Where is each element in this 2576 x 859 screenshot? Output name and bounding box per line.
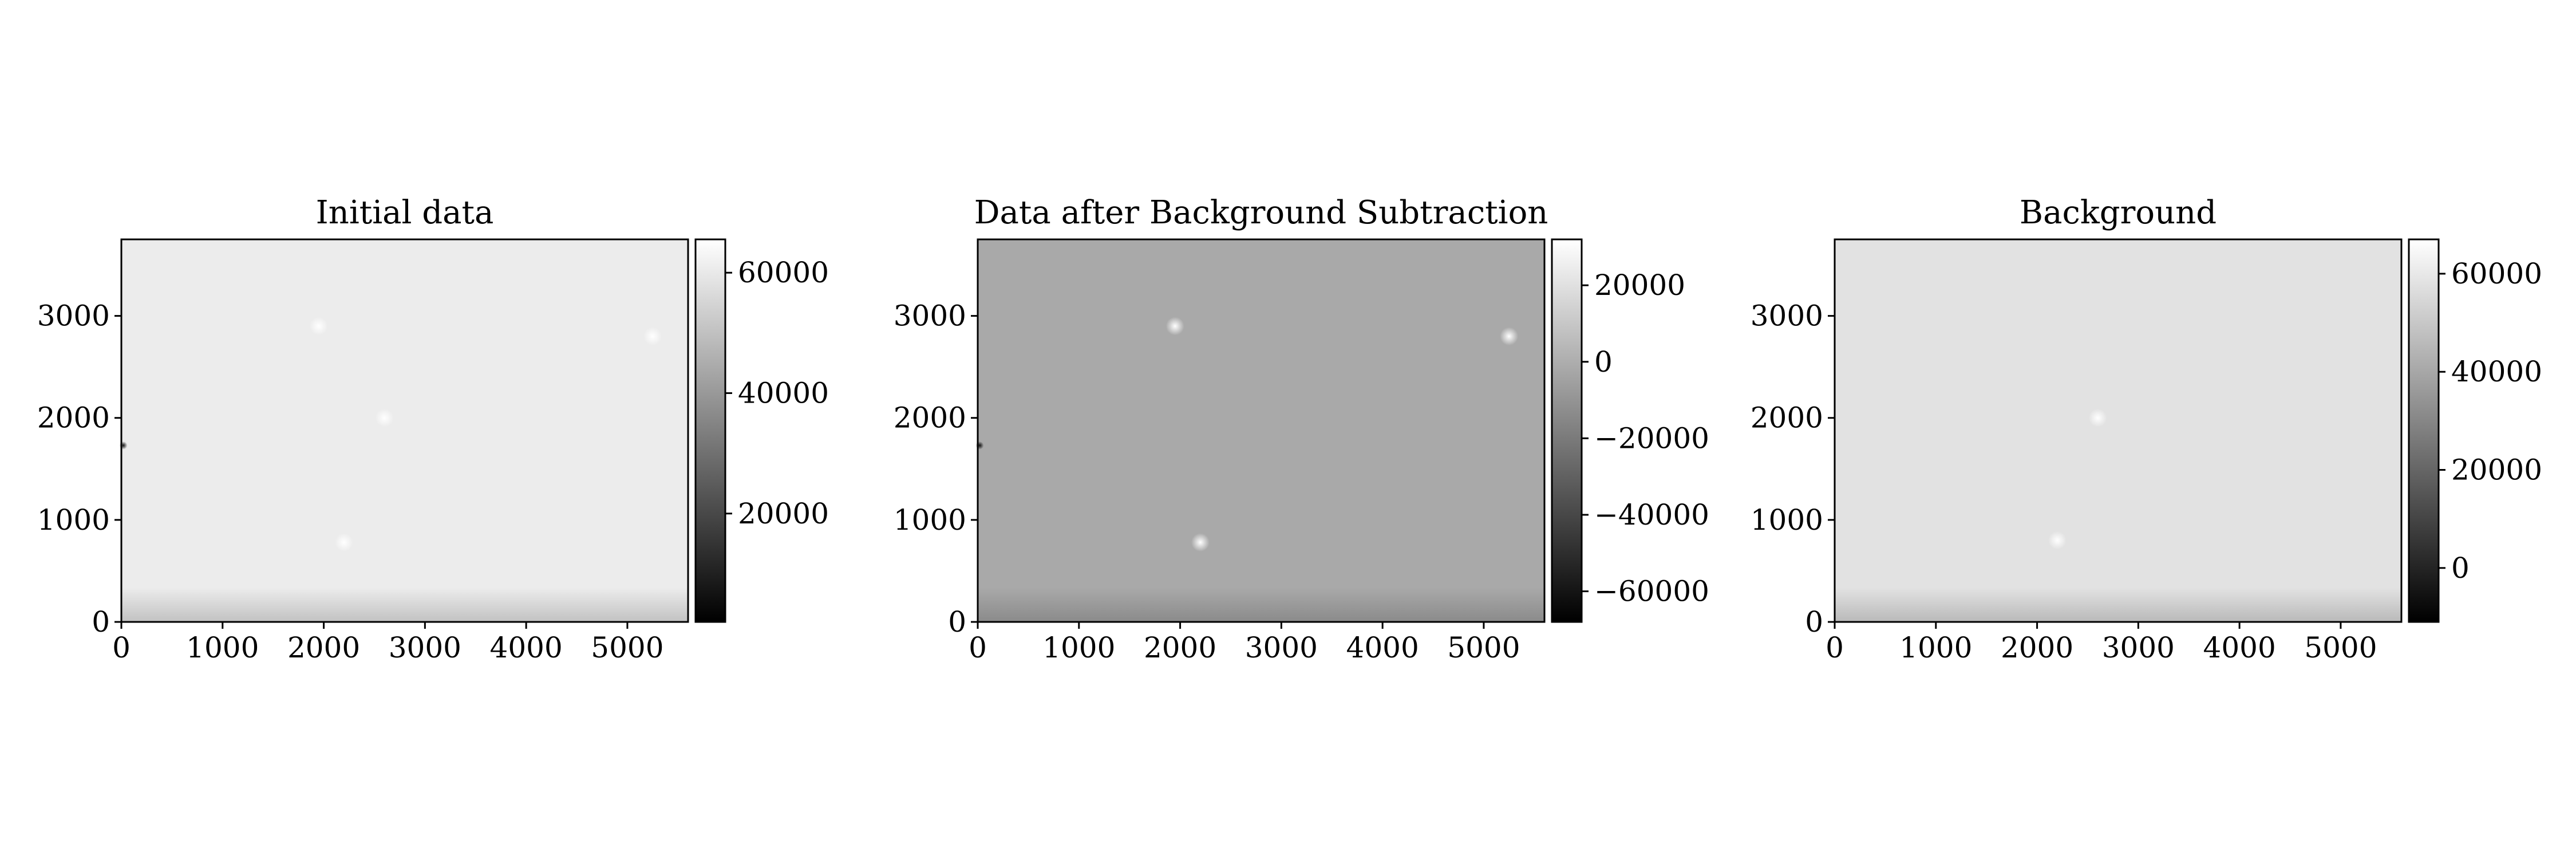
colorbar-gradient — [1551, 238, 1583, 623]
image-area — [975, 239, 1544, 622]
panel-background: Background 0 1000 2000 3000 4000 5000 0 1000 20… — [1751, 194, 2542, 664]
image-feature — [2048, 531, 2067, 550]
colorbar: −60000 −40000 −20000 0 20000 — [1551, 238, 1709, 623]
panel-background-subtracted: Data after Background Subtraction 0 1000 2… — [894, 194, 1709, 664]
x-tick-label: 0 — [1826, 631, 1844, 664]
image-feature — [1500, 327, 1519, 346]
y-tick-label: 3000 — [1751, 300, 1823, 333]
y-axis: 0 1000 2000 3000 — [37, 300, 121, 639]
y-tick-label: 2000 — [1751, 401, 1823, 435]
image-feature — [334, 533, 353, 552]
y-tick-label: 1000 — [894, 503, 966, 537]
image-feature — [309, 317, 328, 336]
panel-initial-data: Initial data 0 1000 2000 3000 4000 5000 0 1000… — [37, 194, 829, 664]
colorbar-gradient — [694, 238, 726, 623]
x-tick-label: 3000 — [1245, 631, 1318, 664]
image-area — [1835, 239, 2401, 622]
image-background — [121, 239, 688, 622]
x-tick-label: 5000 — [591, 631, 663, 664]
x-tick-label: 1000 — [1042, 631, 1115, 664]
colorbar-tick-label: 60000 — [738, 256, 829, 289]
y-tick-label: 1000 — [1751, 503, 1823, 537]
x-tick-label: 4000 — [2203, 631, 2276, 664]
colorbar-tick-label: 60000 — [2451, 257, 2542, 290]
axes-frame — [977, 238, 1546, 623]
colorbar-tick-label: −40000 — [1594, 498, 1709, 531]
x-tick-label: 0 — [969, 631, 987, 664]
x-tick-label: 2000 — [2001, 631, 2073, 664]
x-tick-label: 5000 — [1447, 631, 1520, 664]
colorbar-tick-label: 40000 — [2451, 355, 2542, 388]
y-tick-label: 3000 — [37, 300, 110, 333]
image-background — [1835, 239, 2401, 622]
axes-frame — [120, 238, 689, 623]
x-tick-label: 3000 — [389, 631, 461, 664]
image-edge-shading — [978, 588, 1544, 622]
colorbar-tick-label: −60000 — [1594, 575, 1709, 608]
colorbar: 20000 40000 60000 — [694, 238, 829, 623]
x-axis: 0 1000 2000 3000 4000 5000 — [112, 622, 664, 664]
x-tick-label: 5000 — [2304, 631, 2377, 664]
y-tick-label: 3000 — [894, 300, 966, 333]
image-background — [978, 239, 1544, 622]
panel-title: Background — [2020, 194, 2217, 231]
y-tick-label: 2000 — [894, 401, 966, 435]
y-axis: 0 1000 2000 3000 — [894, 300, 978, 639]
colorbar-tick-label: 20000 — [738, 497, 829, 530]
colorbar-tick-label: 0 — [1594, 345, 1613, 379]
y-axis: 0 1000 2000 3000 — [1751, 300, 1835, 639]
x-tick-label: 3000 — [2102, 631, 2175, 664]
image-feature — [1191, 533, 1210, 552]
colorbar-tick-label: −20000 — [1594, 421, 1709, 455]
x-tick-label: 4000 — [490, 631, 563, 664]
colorbar-tick-label: 20000 — [2451, 454, 2542, 487]
image-area — [119, 239, 688, 622]
y-tick-label: 2000 — [37, 401, 110, 435]
x-tick-label: 0 — [112, 631, 131, 664]
colorbar-tick-label: 20000 — [1594, 269, 1685, 302]
x-tick-label: 1000 — [186, 631, 259, 664]
image-feature — [643, 327, 662, 346]
axes-frame — [1834, 238, 2403, 623]
colorbar-tick-label: 40000 — [738, 376, 829, 409]
y-tick-label: 1000 — [37, 503, 110, 537]
y-tick-label: 0 — [1805, 605, 1823, 639]
x-tick-label: 2000 — [1144, 631, 1216, 664]
image-edge-shading — [1835, 588, 2401, 622]
x-tick-label: 4000 — [1346, 631, 1419, 664]
colorbar-tick-label: 0 — [2451, 551, 2470, 585]
x-axis: 0 1000 2000 3000 4000 5000 — [969, 622, 1520, 664]
panel-title: Initial data — [316, 194, 494, 231]
x-tick-label: 2000 — [287, 631, 360, 664]
image-feature — [2088, 408, 2107, 427]
y-tick-label: 0 — [92, 605, 110, 639]
x-tick-label: 1000 — [1899, 631, 1972, 664]
image-feature — [1165, 317, 1184, 336]
image-edge-shading — [121, 588, 688, 622]
y-tick-label: 0 — [948, 605, 966, 639]
colorbar: 0 20000 40000 60000 — [2408, 238, 2542, 623]
image-feature — [375, 408, 394, 427]
x-axis: 0 1000 2000 3000 4000 5000 — [1826, 622, 2377, 664]
panel-title: Data after Background Subtraction — [974, 194, 1548, 231]
colorbar-gradient — [2408, 238, 2440, 623]
